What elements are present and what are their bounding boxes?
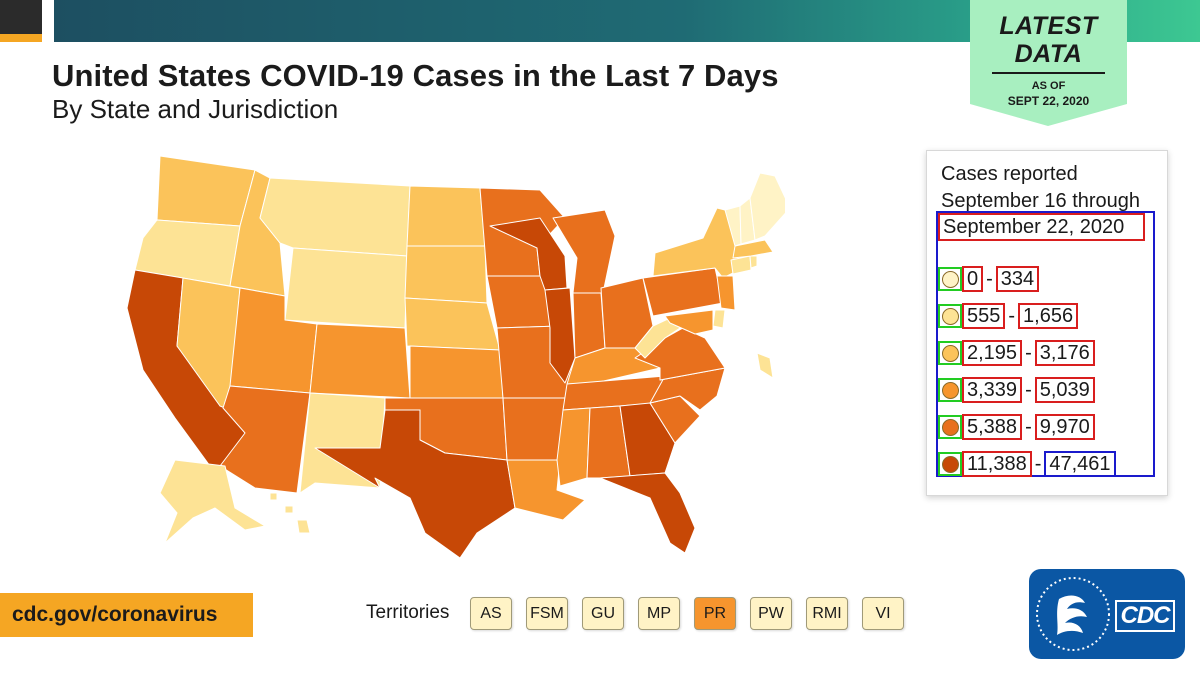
legend-row: 3,339- 5,039 (938, 376, 1095, 404)
legend-swatch (941, 307, 959, 325)
cdc-wordmark: CDC (1115, 600, 1175, 632)
state-KS[interactable] (409, 345, 504, 399)
state-FL[interactable] (599, 472, 696, 554)
latest-data-badge: LATEST DATA AS OF SEPT 22, 2020 (970, 0, 1127, 126)
legend-max: 3,176 (1034, 340, 1095, 366)
legend-swatch-frame (938, 304, 962, 328)
territory-mp[interactable]: MP (638, 597, 680, 630)
state-DC[interactable] (756, 352, 774, 379)
state-MT[interactable] (259, 177, 411, 257)
legend-max: 1,656 (1018, 303, 1079, 329)
legend-swatch-frame (938, 415, 962, 439)
state-ME[interactable] (749, 172, 785, 241)
legend-max: 47,461 (1044, 451, 1116, 477)
legend-row: 555- 1,656 (938, 302, 1079, 330)
state-NJ[interactable] (716, 275, 736, 311)
cdc-logo: CDC (1029, 569, 1185, 659)
legend-min: 0 (962, 266, 984, 292)
state-MA[interactable] (732, 239, 774, 259)
page-subtitle: By State and Jurisdiction (52, 94, 339, 124)
territories-label: Territories (366, 602, 450, 623)
legend-row: 5,388- 9,970 (938, 413, 1095, 441)
territory-pr[interactable]: PR (694, 597, 736, 630)
legend-swatch-frame (938, 452, 962, 476)
state-IL[interactable] (544, 287, 576, 384)
badge-as-of: AS OF (1031, 80, 1066, 92)
legend-heading: Cases reported September 16 through (941, 161, 1140, 215)
corner-block (0, 0, 42, 34)
legend-swatch (941, 418, 959, 436)
legend-min: 3,339 (962, 377, 1023, 403)
territory-gu[interactable]: GU (582, 597, 624, 630)
territory-rmi[interactable]: RMI (806, 597, 848, 630)
legend-row: 2,195- 3,176 (938, 339, 1095, 367)
state-WA[interactable] (156, 155, 256, 227)
badge-divider (992, 72, 1105, 74)
legend-swatch (941, 270, 959, 288)
legend-row: 0- 334 (938, 265, 1040, 293)
legend-swatch (941, 381, 959, 399)
state-ND[interactable] (406, 185, 486, 247)
legend-swatch (941, 344, 959, 362)
state-CT[interactable] (730, 255, 752, 275)
badge-shape (970, 0, 1127, 126)
badge-latest-text: LATEST (999, 12, 1098, 40)
state-DE[interactable] (712, 309, 726, 329)
state-AK[interactable] (159, 459, 266, 544)
legend-swatch (941, 455, 959, 473)
legend-swatch-frame (938, 267, 962, 291)
legend-heading-line1: Cases reported (941, 163, 1078, 185)
legend-panel: Cases reported September 16 through Sept… (926, 150, 1168, 496)
legend-min: 5,388 (962, 414, 1023, 440)
territory-pw[interactable]: PW (750, 597, 792, 630)
state-WY[interactable] (284, 247, 408, 329)
legend-date: September 22, 2020 (938, 213, 1145, 241)
territory-as[interactable]: AS (470, 597, 512, 630)
territory-vi[interactable]: VI (862, 597, 904, 630)
state-NE[interactable] (404, 297, 501, 351)
legend-min: 2,195 (962, 340, 1023, 366)
legend-min: 11,388 (962, 451, 1032, 477)
badge-data-text: DATA (1014, 40, 1083, 68)
legend-heading-line2: September 16 through (941, 190, 1141, 212)
legend-min: 555 (962, 303, 1006, 329)
legend-swatch-frame (938, 378, 962, 402)
state-RI[interactable] (749, 255, 758, 269)
legend-max: 5,039 (1034, 377, 1095, 403)
legend-row: 11,388- 47,461 (938, 450, 1116, 478)
cdc-url-link[interactable]: cdc.gov/coronavirus (0, 593, 253, 637)
territory-fsm[interactable]: FSM (526, 597, 568, 630)
state-AR[interactable] (502, 397, 568, 461)
us-choropleth-map (126, 155, 785, 558)
state-WV[interactable] (634, 317, 681, 359)
state-IN[interactable] (572, 292, 606, 359)
legend-swatch-frame (938, 341, 962, 365)
page-title: United States COVID-19 Cases in the Last… (52, 58, 779, 93)
state-CO[interactable] (309, 323, 411, 399)
state-MD[interactable] (664, 309, 714, 335)
corner-stripe (0, 34, 42, 42)
state-MS[interactable] (556, 407, 591, 487)
hhs-eagle-icon (1036, 577, 1110, 651)
state-SD[interactable] (404, 245, 488, 304)
badge-date: SEPT 22, 2020 (1007, 94, 1090, 108)
state-TX[interactable] (314, 409, 516, 558)
legend-max: 9,970 (1034, 414, 1095, 440)
state-HI[interactable] (269, 492, 311, 534)
legend-max: 334 (995, 266, 1040, 292)
